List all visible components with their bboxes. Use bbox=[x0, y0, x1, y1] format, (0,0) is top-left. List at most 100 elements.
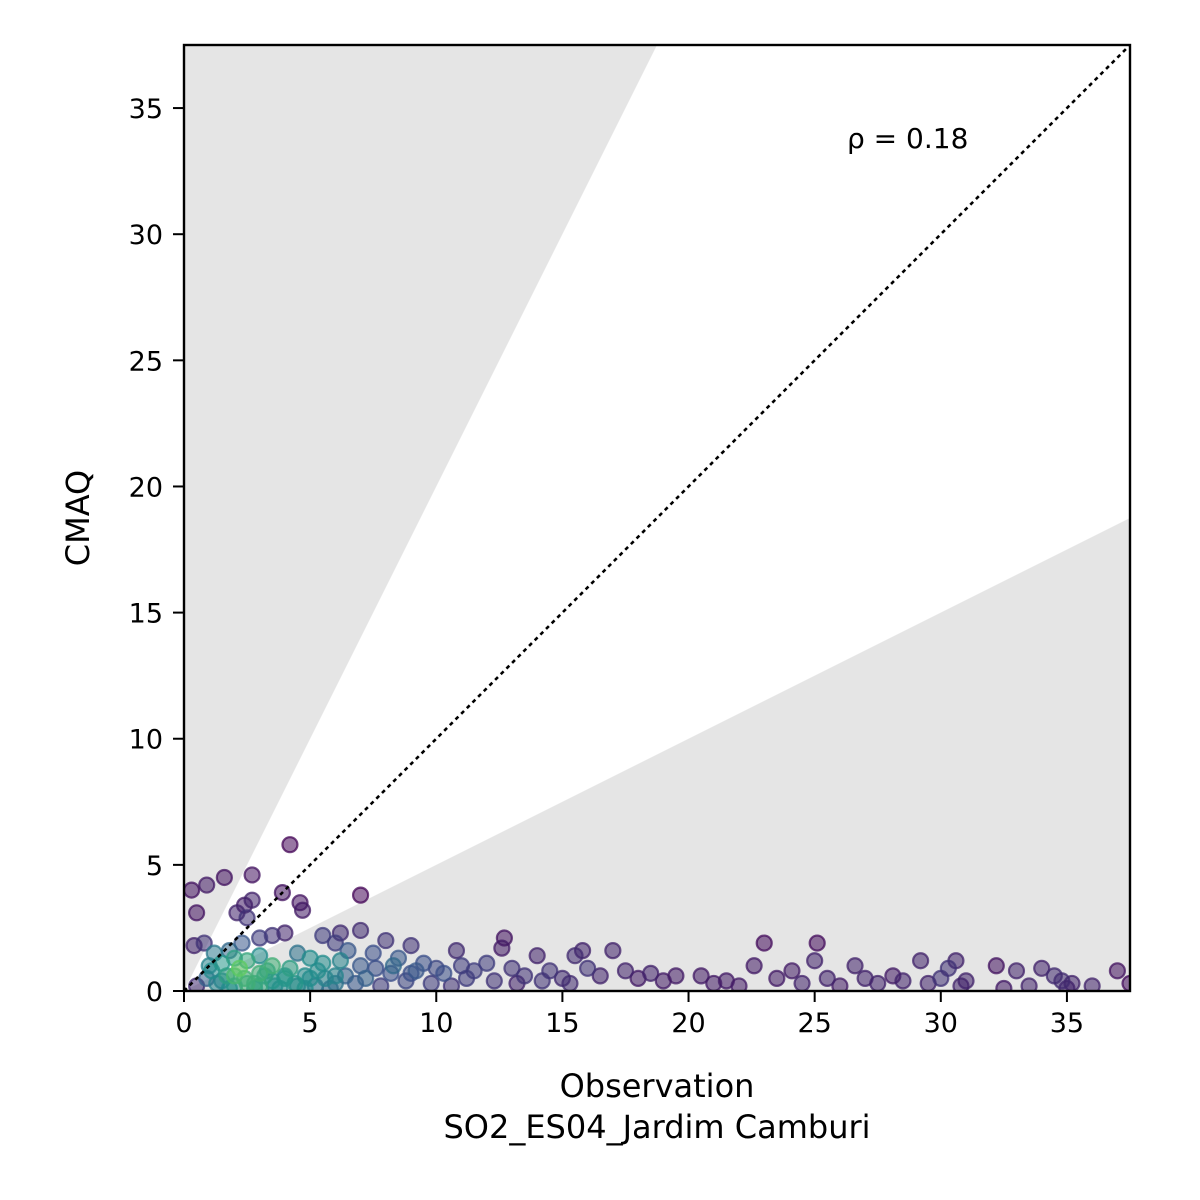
data-point bbox=[1033, 959, 1051, 977]
data-point bbox=[407, 962, 425, 980]
data-point bbox=[1053, 972, 1071, 990]
data-point bbox=[422, 974, 440, 991]
data-point bbox=[561, 974, 579, 991]
data-point bbox=[384, 957, 402, 975]
data-point bbox=[263, 957, 281, 975]
data-point bbox=[755, 934, 773, 952]
data-point bbox=[533, 972, 551, 990]
data-point bbox=[447, 942, 466, 960]
data-point bbox=[1121, 974, 1130, 991]
x-tick-label: 20 bbox=[671, 1008, 705, 1039]
data-point bbox=[301, 969, 319, 987]
data-point bbox=[831, 977, 849, 991]
data-point bbox=[806, 952, 824, 970]
data-point bbox=[198, 876, 216, 894]
x-tick-label: 35 bbox=[1050, 1008, 1084, 1039]
data-point bbox=[281, 836, 299, 854]
data-point bbox=[1020, 977, 1038, 991]
data-point bbox=[1083, 977, 1101, 991]
data-point bbox=[435, 964, 453, 982]
data-point bbox=[402, 936, 420, 955]
correlation-annotation: ρ = 0.18 bbox=[847, 122, 968, 155]
data-point bbox=[579, 959, 597, 977]
data-point bbox=[243, 866, 261, 884]
data-point bbox=[745, 957, 763, 975]
data-point bbox=[326, 934, 344, 952]
data-points bbox=[184, 836, 1130, 991]
data-point bbox=[188, 904, 206, 922]
shaded-region-upper bbox=[184, 45, 657, 991]
y-tick-label: 30 bbox=[129, 220, 163, 251]
y-axis-label: CMAQ bbox=[59, 470, 97, 566]
data-point bbox=[331, 952, 350, 970]
y-tick-label: 35 bbox=[129, 94, 163, 125]
data-point bbox=[869, 974, 887, 991]
data-point bbox=[215, 868, 233, 887]
data-point bbox=[442, 977, 461, 991]
x-tick-label: 15 bbox=[545, 1008, 579, 1039]
x-tick-label: 5 bbox=[302, 1008, 319, 1039]
x-tick-label: 10 bbox=[419, 1008, 453, 1039]
data-point bbox=[768, 969, 786, 987]
data-point bbox=[604, 942, 622, 960]
data-point bbox=[230, 959, 249, 977]
data-point bbox=[528, 947, 546, 965]
x-tick-label: 25 bbox=[797, 1008, 831, 1039]
data-point bbox=[243, 891, 261, 909]
data-point bbox=[364, 944, 382, 962]
x-tick-label: 30 bbox=[924, 1008, 958, 1039]
data-point bbox=[326, 967, 344, 985]
y-tick-label: 25 bbox=[129, 346, 163, 377]
x-axis-sublabel: SO2_ES04_Jardim Camburi bbox=[443, 1108, 870, 1146]
y-tick-label: 0 bbox=[146, 977, 163, 1008]
data-point bbox=[894, 972, 912, 990]
data-point bbox=[457, 969, 476, 987]
data-point bbox=[372, 977, 390, 991]
data-point bbox=[783, 962, 801, 980]
data-point bbox=[591, 967, 609, 985]
x-axis-ticks: 0 5 10 15 20 25 30 35 bbox=[175, 991, 1084, 1039]
data-point bbox=[184, 881, 201, 899]
data-point bbox=[616, 962, 635, 980]
data-point bbox=[692, 967, 710, 985]
data-point bbox=[793, 974, 811, 991]
data-point bbox=[987, 957, 1005, 975]
data-point bbox=[730, 977, 748, 991]
data-point bbox=[846, 957, 864, 975]
one-to-one-line bbox=[184, 45, 1130, 991]
data-point bbox=[478, 954, 496, 972]
data-point bbox=[995, 979, 1013, 991]
y-tick-label: 10 bbox=[129, 725, 163, 756]
data-point bbox=[357, 969, 375, 987]
data-point bbox=[808, 934, 826, 952]
x-tick-label: 0 bbox=[175, 1008, 192, 1039]
data-point bbox=[281, 959, 299, 977]
y-axis-ticks: 0 5 10 15 20 25 30 35 bbox=[129, 94, 184, 1008]
data-point bbox=[195, 934, 213, 952]
data-point bbox=[351, 886, 370, 904]
data-point bbox=[667, 967, 685, 985]
data-point bbox=[377, 931, 395, 950]
data-point bbox=[1007, 962, 1026, 980]
data-point bbox=[251, 929, 269, 947]
y-tick-label: 15 bbox=[129, 599, 163, 630]
plot-frame bbox=[182, 43, 1132, 993]
x-axis-label: Observation bbox=[560, 1067, 755, 1105]
data-point bbox=[493, 939, 511, 957]
data-point bbox=[642, 964, 660, 982]
data-point bbox=[293, 901, 312, 919]
data-point bbox=[503, 959, 521, 977]
data-point bbox=[251, 964, 269, 982]
data-point bbox=[818, 969, 836, 987]
shaded-region-lower bbox=[184, 518, 1130, 991]
data-point bbox=[957, 972, 975, 990]
data-point bbox=[932, 969, 950, 987]
data-point bbox=[566, 947, 584, 965]
plot-area bbox=[184, 45, 1130, 991]
data-point bbox=[485, 972, 503, 990]
data-point bbox=[515, 967, 534, 985]
data-point bbox=[233, 934, 251, 952]
data-point bbox=[1108, 962, 1126, 980]
data-point bbox=[238, 909, 256, 927]
